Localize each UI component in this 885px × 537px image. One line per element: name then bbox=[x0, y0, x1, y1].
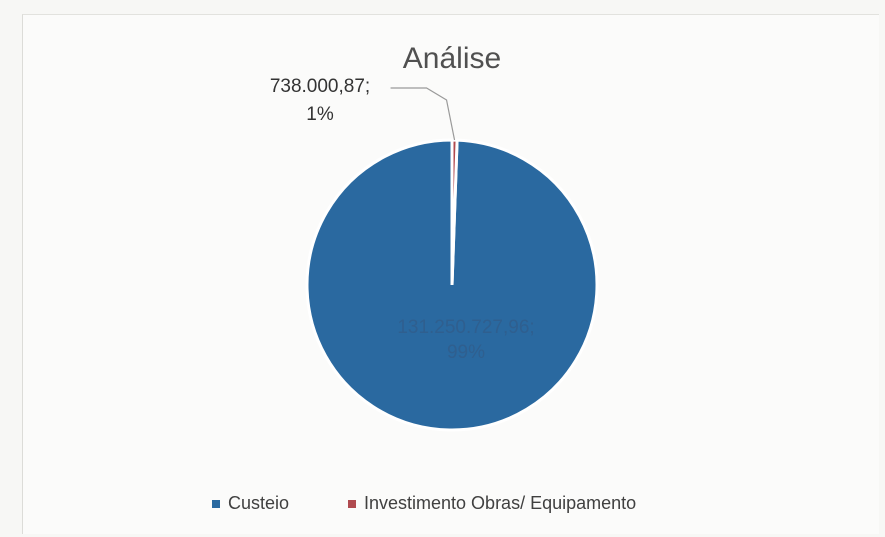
legend-swatch-custeio bbox=[212, 500, 220, 508]
pie-slices bbox=[305, 138, 599, 432]
legend-swatch-investimento bbox=[348, 500, 356, 508]
data-label-investimento-value: 738.000,87; bbox=[270, 76, 370, 97]
data-labels: 131.250.727,96; 99% 738.000,87; 1% bbox=[270, 76, 535, 363]
leader-line-investimento bbox=[390, 87, 456, 141]
chart-title: Análise bbox=[403, 42, 501, 75]
data-label-custeio-value: 131.250.727,96; bbox=[397, 317, 534, 338]
data-label-investimento-percent: 1% bbox=[306, 104, 334, 125]
legend-label-investimento: Investimento Obras/ Equipamento bbox=[364, 493, 636, 513]
legend-label-custeio: Custeio bbox=[228, 493, 289, 513]
legend: Custeio Investimento Obras/ Equipamento bbox=[212, 493, 636, 513]
data-label-custeio-percent: 99% bbox=[447, 342, 485, 363]
